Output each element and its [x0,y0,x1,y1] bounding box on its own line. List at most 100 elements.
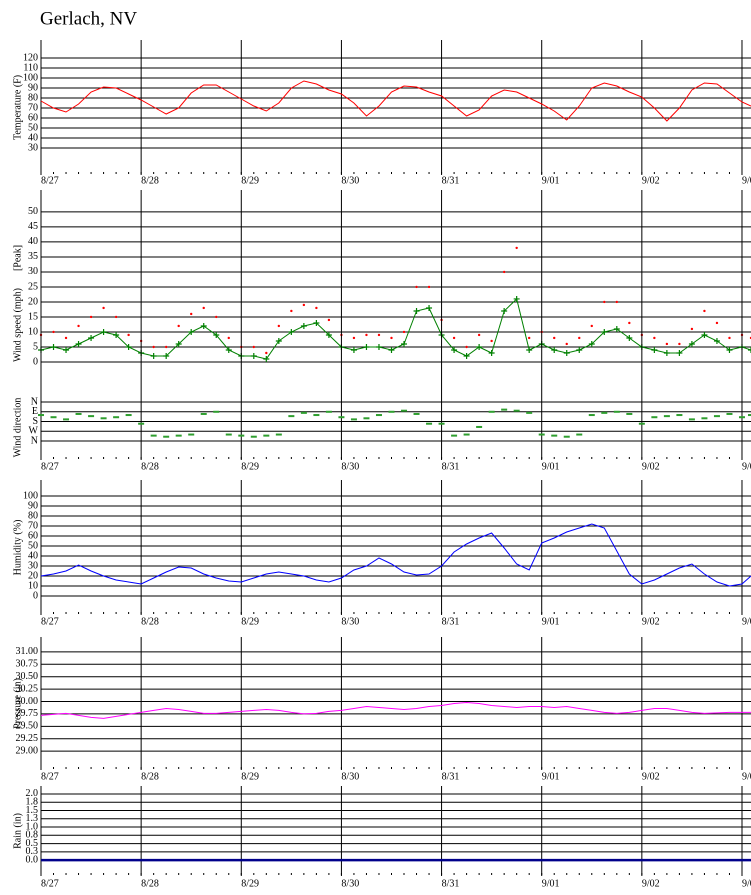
wind-direction-point [225,433,232,436]
y-axis-label: Temperature (F) [12,75,23,140]
peak-point [164,345,168,349]
peak-point [315,306,318,310]
wind-speed-point [388,346,395,353]
wind-speed-point [463,352,470,359]
wind-direction-point [375,414,382,417]
x-tick-label: 8/30 [341,878,359,889]
x-tick-label: 8/28 [141,616,159,627]
y-tick-label: 0.5 [26,838,39,849]
wind-direction-point [488,410,495,413]
wind-direction-point [275,433,282,436]
series-line [40,701,751,719]
y-tick-label: 1.8 [26,797,39,808]
y-tick-label: 50 [28,540,38,551]
wind-speed-point [526,346,533,353]
wind-direction-point [588,414,595,417]
series-line [40,523,751,587]
peak-point [215,315,218,319]
y-tick-label: 45 [28,221,38,232]
wind-speed-point [163,352,170,359]
y-tick-label: W [29,426,39,437]
wind-direction-point [613,410,620,413]
y-tick-label: 20 [28,570,38,581]
y-tick-label: 29.25 [16,733,39,744]
peak-point [377,333,381,337]
x-tick-label: 8/31 [442,771,460,782]
y-axis-label: Wind direction [12,398,23,458]
wind-speed-point [213,331,220,338]
y-tick-label: 29.00 [16,745,39,756]
y-tick-label: 30.75 [16,659,39,670]
peak-point [102,306,105,310]
wind-direction-point [138,422,145,425]
peak-point [715,321,719,325]
wind-direction-point [501,408,508,411]
y-tick-label: N [31,435,38,446]
wind-direction-point [388,410,395,413]
wind-direction-point [526,411,533,414]
y-tick-label: 80 [28,510,38,521]
wind-direction-point [100,417,107,420]
peak-point [77,324,80,328]
x-tick-label: 9/03 [742,616,751,627]
x-tick-label: 8/28 [141,878,159,889]
wind-speed-point [63,346,70,353]
wind-speed-point [375,343,382,350]
wind-direction-point [413,412,420,415]
wind-direction-point [125,414,132,417]
wind-direction-point [451,434,458,437]
peak-point [590,324,593,328]
wind-speed-point [75,340,82,347]
wind-direction-point [538,433,545,436]
y-tick-label: 1.3 [26,813,39,824]
peak-point [628,321,631,325]
peak-point [277,324,281,328]
wind-speed-point [50,343,57,350]
x-tick-label: 9/01 [542,461,560,472]
wind-speed-point [626,334,633,341]
x-tick-label: 9/02 [642,175,660,186]
wind-direction-point [188,433,195,436]
y-tick-label: 50 [28,122,38,133]
wind-speed-point [651,346,658,353]
wind-speed-point [588,340,595,347]
peak-point [114,315,118,319]
y-tick-label: 15 [28,311,38,322]
wind-speed-point [275,337,282,344]
y-tick-label: 35 [28,251,38,262]
wind-speed-point [113,331,120,338]
y-tick-label: 1.5 [26,805,39,816]
y-tick-label: 60 [28,112,38,123]
y-axis-label: Pressure (in) [12,678,23,729]
x-tick-label: 8/28 [141,175,159,186]
wind-direction-point [75,412,82,415]
y-tick-label: 50 [28,206,38,217]
peak-point [415,285,418,289]
peak-point [89,315,93,319]
y-tick-label: 40 [28,132,38,143]
wind-direction-point [601,411,608,414]
y-tick-label: 0.8 [26,830,39,841]
x-tick-label: 9/03 [742,878,751,889]
wind-speed-point [701,331,708,338]
wind-direction-point [300,411,307,414]
x-tick-label: 9/01 [542,616,560,627]
wind-speed-point [726,346,733,353]
wind-speed-point [300,322,307,329]
y-tick-label: 30 [28,266,38,277]
wind-speed-point [263,355,270,362]
wind-direction-point [738,416,745,419]
wind-direction-point [263,434,270,437]
x-tick-label: 9/03 [742,771,751,782]
x-tick-label: 8/27 [41,771,59,782]
wind-speed-point [150,352,157,359]
wind-direction-point [113,416,120,419]
peak-point [565,342,568,346]
wind-speed-point [713,337,720,344]
y-tick-label: 90 [28,500,38,511]
wind-direction-point [563,435,570,438]
wind-direction-point [175,434,182,437]
y-tick-label: 29.75 [16,708,39,719]
wind-direction-point [50,416,57,419]
